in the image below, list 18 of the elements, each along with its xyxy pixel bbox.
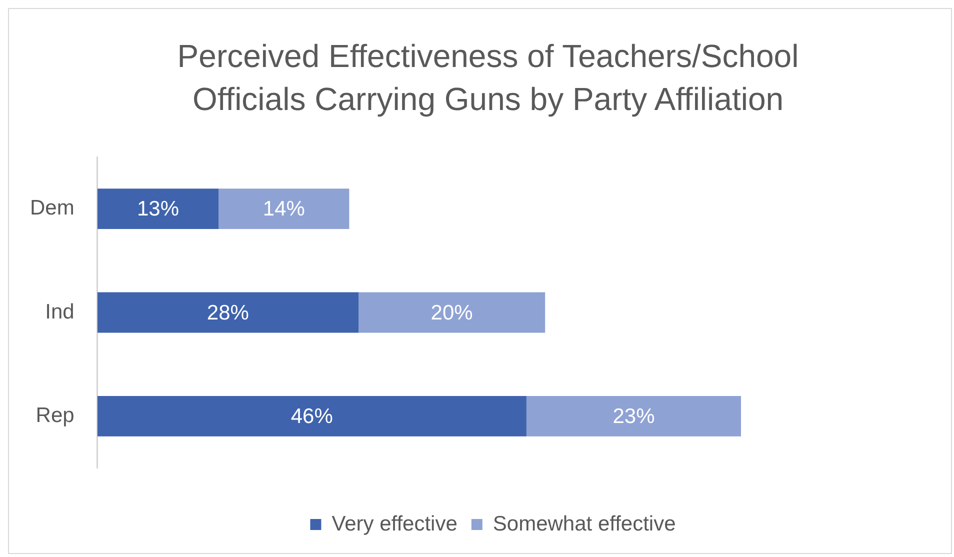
bar xyxy=(218,188,350,230)
y-tick-label: Rep xyxy=(36,404,74,427)
bar xyxy=(97,188,219,230)
y-tick-label: Dem xyxy=(30,196,74,220)
y-tick-label: Ind xyxy=(45,300,74,324)
data-label: 23% xyxy=(612,404,655,428)
data-label: 13% xyxy=(136,198,179,221)
legend-label: Very effective xyxy=(332,512,458,536)
chart-title: Perceived Effectiveness of Teachers/School Officials Carrying Guns by Party Affiliation xyxy=(176,37,800,119)
data-label: 28% xyxy=(206,301,249,324)
data-label: 14% xyxy=(262,198,305,221)
legend-label: Somewhat effective xyxy=(492,512,676,536)
data-label: 46% xyxy=(290,404,333,428)
data-label: 20% xyxy=(430,301,473,324)
bar xyxy=(526,396,741,436)
bar xyxy=(97,292,359,333)
bar xyxy=(358,292,546,333)
bar xyxy=(97,396,526,436)
